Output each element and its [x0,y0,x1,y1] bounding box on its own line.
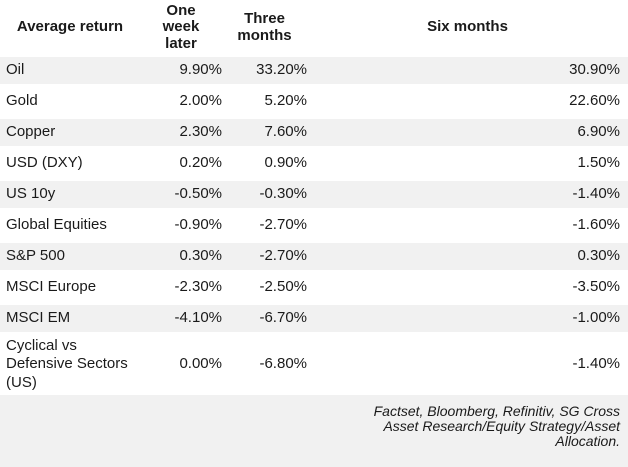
three-month-value: 33.20% [256,61,307,79]
six-month-value: -1.40% [572,185,620,203]
table-row: Copper 2.30% 7.60% 6.90% [0,117,628,148]
three-month-value: -2.50% [259,278,307,296]
six-month-value: 1.50% [577,154,620,172]
header-three-months: Three months [222,10,307,44]
source-note: Factset, Bloomberg, Refinitiv, SG Cross … [373,402,620,449]
row-label: Copper [6,123,56,141]
one-week-value: -0.90% [174,216,222,234]
three-month-value: -6.70% [259,309,307,327]
table-row: Gold 2.00% 5.20% 22.60% [0,86,628,117]
three-month-value: -2.70% [259,247,307,265]
table-row: MSCI Europe -2.30% -2.50% -3.50% [0,272,628,303]
six-month-value: 22.60% [569,92,620,110]
one-week-value: -4.10% [174,309,222,327]
row-label: S&P 500 [6,247,65,265]
header-one-week-later: One week later [140,1,222,53]
three-month-value: 7.60% [264,123,307,141]
row-label: MSCI Europe [6,278,97,296]
one-week-value: 9.90% [179,61,222,79]
header-average-return: Average return [0,19,140,36]
table-row: Global Equities -0.90% -2.70% -1.60% [0,210,628,241]
table-row: US 10y -0.50% -0.30% -1.40% [0,179,628,210]
header-six-months: Six months [307,19,628,36]
six-month-value: 6.90% [577,123,620,141]
one-week-value: 2.30% [179,123,222,141]
table-header-row: Average return One week later Three mont… [0,0,628,55]
row-label: Global Equities [6,216,107,234]
one-week-value: 0.00% [179,355,222,373]
one-week-value: -2.30% [174,278,222,296]
three-month-value: 0.90% [264,154,307,172]
header-three-months-label: Three months [237,10,292,44]
table-footer: Factset, Bloomberg, Refinitiv, SG Cross … [0,394,628,467]
one-week-value: 0.20% [179,154,222,172]
one-week-value: 2.00% [179,92,222,110]
three-month-value: -0.30% [259,185,307,203]
row-label: Gold [6,92,38,110]
six-month-value: -1.40% [572,355,620,373]
table-body: Oil 9.90% 33.20% 30.90% Gold 2.00% 5.20%… [0,55,628,395]
six-month-value: 0.30% [577,247,620,265]
table-row: USD (DXY) 0.20% 0.90% 1.50% [0,148,628,179]
three-month-value: 5.20% [264,92,307,110]
row-label: MSCI EM [6,309,71,327]
six-month-value: -3.50% [572,278,620,296]
six-month-value: -1.00% [572,309,620,327]
row-label: US 10y [6,185,56,203]
row-label: Cyclical vs Defensive Sectors (US) [6,337,128,391]
table-row: S&P 500 0.30% -2.70% 0.30% [0,241,628,272]
header-six-months-label: Six months [427,18,508,36]
row-label: USD (DXY) [6,154,83,172]
row-label: Oil [6,61,25,79]
six-month-value: 30.90% [569,61,620,79]
one-week-value: -0.50% [174,185,222,203]
three-month-value: -2.70% [259,216,307,234]
table-row: Oil 9.90% 33.20% 30.90% [0,55,628,86]
one-week-value: 0.30% [179,247,222,265]
header-one-week-later-label: One week later [162,1,200,52]
table-row: MSCI EM -4.10% -6.70% -1.00% [0,303,628,334]
header-average-return-label: Average return [16,18,124,36]
three-month-value: -6.80% [259,355,307,373]
six-month-value: -1.60% [572,216,620,234]
table-row: Cyclical vs Defensive Sectors (US) 0.00%… [0,334,628,395]
